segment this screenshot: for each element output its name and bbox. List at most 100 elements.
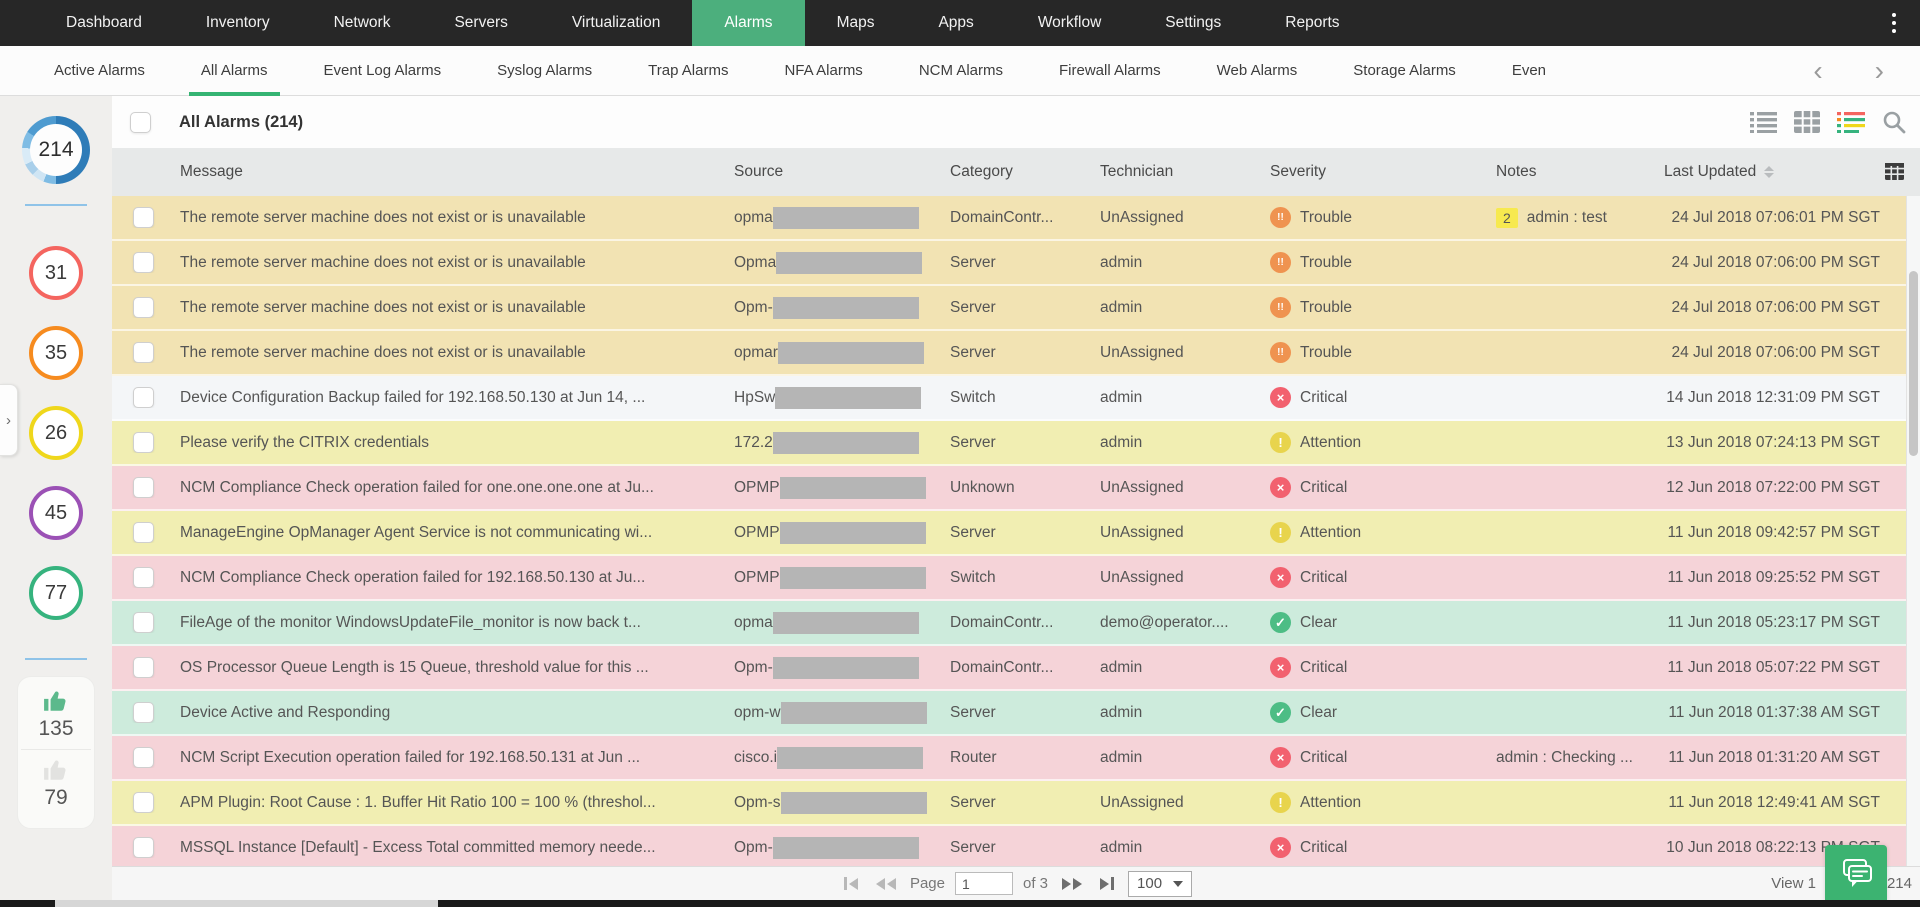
tab-ncm-alarms[interactable]: NCM Alarms bbox=[918, 62, 1003, 79]
row-checkbox[interactable] bbox=[132, 477, 154, 498]
severity-label: Trouble bbox=[1300, 298, 1352, 316]
tab-even[interactable]: Even bbox=[1511, 62, 1547, 79]
row-checkbox[interactable] bbox=[132, 207, 154, 228]
nav-item-reports[interactable]: Reports bbox=[1285, 14, 1340, 31]
vertical-scrollbar-thumb[interactable] bbox=[1909, 271, 1918, 456]
last-page-button[interactable] bbox=[1096, 877, 1118, 890]
row-checkbox[interactable] bbox=[132, 297, 154, 318]
alarm-row[interactable]: The remote server machine does not exist… bbox=[112, 196, 1920, 241]
row-checkbox[interactable] bbox=[132, 747, 154, 768]
tab-nfa-alarms[interactable]: NFA Alarms bbox=[784, 62, 863, 79]
tab-syslog-alarms[interactable]: Syslog Alarms bbox=[497, 62, 593, 79]
horizontal-scrollbar-thumb[interactable] bbox=[55, 900, 438, 907]
alarm-row[interactable]: MSSQL Instance [Default] - Excess Total … bbox=[112, 826, 1920, 871]
list-view-icon[interactable] bbox=[1750, 111, 1777, 133]
column-header-severity[interactable]: Severity bbox=[1270, 163, 1326, 180]
tab-storage-alarms[interactable]: Storage Alarms bbox=[1353, 62, 1456, 79]
sidebar-expander[interactable]: › bbox=[0, 384, 18, 456]
counter-service-down[interactable]: 45 bbox=[29, 486, 83, 540]
sort-icon[interactable] bbox=[1764, 166, 1775, 178]
row-checkbox[interactable] bbox=[132, 702, 154, 723]
alarm-row[interactable]: ManageEngine OpManager Agent Service is … bbox=[112, 511, 1920, 556]
tab-firewall-alarms[interactable]: Firewall Alarms bbox=[1058, 62, 1161, 79]
tab-scroll-left-icon[interactable]: ‹ bbox=[1813, 54, 1823, 86]
column-chooser-icon[interactable] bbox=[1885, 163, 1904, 185]
row-checkbox[interactable] bbox=[132, 342, 154, 363]
nav-item-servers[interactable]: Servers bbox=[454, 14, 508, 31]
nav-item-alarms[interactable]: Alarms bbox=[692, 0, 805, 46]
severity-critical-icon: × bbox=[1270, 387, 1291, 408]
alarm-row[interactable]: The remote server machine does not exist… bbox=[112, 331, 1920, 376]
live-chat-button[interactable] bbox=[1825, 845, 1887, 902]
alarm-row[interactable]: OS Processor Queue Length is 15 Queue, t… bbox=[112, 646, 1920, 691]
alarm-row[interactable]: The remote server machine does not exist… bbox=[112, 241, 1920, 286]
nav-item-settings[interactable]: Settings bbox=[1165, 14, 1222, 31]
alarm-row[interactable]: NCM Script Execution operation failed fo… bbox=[112, 736, 1920, 781]
kebab-menu-icon[interactable] bbox=[1882, 7, 1906, 39]
column-header-notes[interactable]: Notes bbox=[1496, 163, 1537, 180]
first-page-button[interactable] bbox=[840, 877, 862, 890]
alarm-row[interactable]: Device Configuration Backup failed for 1… bbox=[112, 376, 1920, 421]
row-checkbox[interactable] bbox=[132, 432, 154, 453]
tab-trap-alarms[interactable]: Trap Alarms bbox=[648, 62, 729, 79]
nav-item-apps[interactable]: Apps bbox=[938, 14, 974, 31]
alarm-source: OPMP bbox=[728, 566, 944, 589]
vertical-scrollbar[interactable] bbox=[1906, 196, 1920, 871]
alarm-notes: 2 admin : test bbox=[1490, 207, 1658, 228]
alarm-row[interactable]: NCM Compliance Check operation failed fo… bbox=[112, 466, 1920, 511]
page-number-input[interactable] bbox=[955, 872, 1013, 895]
thumbs-up-outline-icon[interactable] bbox=[43, 758, 69, 782]
tab-web-alarms[interactable]: Web Alarms bbox=[1216, 62, 1298, 79]
nav-item-inventory[interactable]: Inventory bbox=[205, 14, 270, 31]
severity-label: Critical bbox=[1300, 568, 1348, 586]
next-page-button[interactable] bbox=[1058, 877, 1086, 890]
alarm-row[interactable]: Please verify the CITRIX credentials 172.… bbox=[112, 421, 1920, 466]
row-checkbox[interactable] bbox=[132, 252, 154, 273]
counter-trouble[interactable]: 35 bbox=[29, 326, 83, 380]
column-header-last-updated[interactable]: Last Updated bbox=[1658, 163, 1920, 181]
tab-all-alarms[interactable]: All Alarms bbox=[173, 46, 296, 96]
search-icon[interactable] bbox=[1882, 110, 1906, 134]
severity-view-icon[interactable] bbox=[1837, 111, 1865, 133]
column-header-source[interactable]: Source bbox=[734, 163, 784, 180]
grid-view-icon[interactable] bbox=[1794, 111, 1820, 133]
notes-count-badge[interactable]: 2 bbox=[1496, 207, 1518, 228]
tab-event-log-alarms[interactable]: Event Log Alarms bbox=[323, 62, 442, 79]
nav-item-dashboard[interactable]: Dashboard bbox=[66, 14, 142, 31]
page-size-select[interactable]: 100 bbox=[1128, 870, 1193, 897]
row-checkbox[interactable] bbox=[132, 522, 154, 543]
nav-item-workflow[interactable]: Workflow bbox=[1037, 14, 1102, 31]
nav-item-virtualization[interactable]: Virtualization bbox=[571, 14, 661, 31]
row-checkbox[interactable] bbox=[132, 567, 154, 588]
counter-critical[interactable]: 31 bbox=[29, 246, 83, 300]
horizontal-scrollbar[interactable] bbox=[0, 900, 1920, 907]
alarm-row[interactable]: NCM Compliance Check operation failed fo… bbox=[112, 556, 1920, 601]
total-alarms-donut[interactable]: 214 bbox=[22, 116, 90, 184]
thumbs-up-icon[interactable] bbox=[43, 689, 69, 713]
alarm-last-updated: 11 Jun 2018 12:49:41 AM SGT bbox=[1668, 793, 1880, 811]
tab-scroll-right-icon[interactable]: › bbox=[1874, 54, 1884, 86]
alarms-main: All Alarms (214) Message Source Category Te… bbox=[112, 96, 1920, 900]
row-checkbox[interactable] bbox=[132, 837, 154, 858]
row-checkbox[interactable] bbox=[132, 792, 154, 813]
alarm-row[interactable]: FileAge of the monitor WindowsUpdateFile… bbox=[112, 601, 1920, 646]
counter-attention[interactable]: 26 bbox=[29, 406, 83, 460]
row-checkbox[interactable] bbox=[132, 612, 154, 633]
tab-active-alarms[interactable]: Active Alarms bbox=[54, 62, 145, 79]
column-header-technician[interactable]: Technician bbox=[1100, 163, 1174, 180]
alarm-row[interactable]: APM Plugin: Root Cause : 1. Buffer Hit R… bbox=[112, 781, 1920, 826]
select-all-checkbox[interactable] bbox=[130, 111, 151, 133]
severity-label: Attention bbox=[1300, 433, 1362, 451]
row-checkbox[interactable] bbox=[132, 657, 154, 678]
nav-item-network[interactable]: Network bbox=[333, 14, 391, 31]
alarm-source: HpSw bbox=[728, 386, 944, 409]
column-header-message[interactable]: Message bbox=[180, 163, 243, 180]
nav-item-maps[interactable]: Maps bbox=[836, 14, 875, 31]
column-header-category[interactable]: Category bbox=[950, 163, 1013, 180]
alarm-row[interactable]: Device Active and Responding opm-w Server a… bbox=[112, 691, 1920, 736]
alarm-row[interactable]: The remote server machine does not exist… bbox=[112, 286, 1920, 331]
row-checkbox[interactable] bbox=[132, 387, 154, 408]
prev-page-button[interactable] bbox=[872, 877, 900, 890]
counter-clear[interactable]: 77 bbox=[29, 566, 83, 620]
divider bbox=[21, 749, 91, 750]
